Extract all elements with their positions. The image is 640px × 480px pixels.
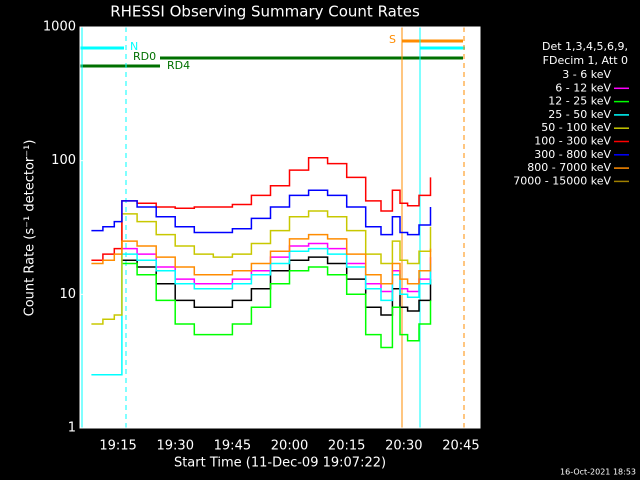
legend-label: 6 - 12 keV: [555, 81, 611, 94]
annotation: RD4: [167, 59, 190, 72]
annotation: S: [389, 33, 396, 46]
annotation: N: [130, 40, 138, 53]
legend-header: FDecim 1, Att 0: [543, 54, 628, 67]
legend-label: 3 - 6 keV: [562, 68, 611, 81]
x-tick-label: 20:30: [385, 439, 422, 454]
series-line: [121, 256, 432, 316]
x-tick-label: 20:15: [328, 439, 365, 454]
legend-label: 100 - 300 keV: [534, 135, 611, 148]
legend-header: Det 1,3,4,5,6,9,: [542, 40, 628, 53]
x-tick-label: 20:00: [271, 439, 308, 454]
x-tick-label: 20:45: [442, 439, 479, 454]
series-line: [91, 210, 432, 325]
plot-frame: [79, 26, 481, 429]
y-tick-label: 100: [51, 153, 76, 168]
x-tick-label: 19:30: [157, 439, 194, 454]
y-tick-label: 10: [59, 287, 76, 302]
state-bars: [80, 27, 465, 428]
y-tick-label: 1000: [43, 20, 76, 35]
legend-label: 7000 - 15000 keV: [513, 174, 611, 187]
x-tick-label: 19:45: [214, 439, 251, 454]
legend-label: 300 - 800 keV: [534, 148, 611, 161]
series-line: [91, 189, 432, 236]
y-tick-label: 1: [68, 421, 76, 436]
legend-label: 25 - 50 keV: [548, 108, 611, 121]
y-axis-label: Count Rate (s⁻¹ detector⁻¹): [23, 140, 38, 317]
series-line: [91, 233, 432, 285]
legend-label: 800 - 7000 keV: [527, 161, 611, 174]
chart-title: RHESSI Observing Summary Count Rates: [110, 3, 420, 21]
legend-label: 50 - 100 keV: [541, 121, 611, 134]
plot-area: [80, 27, 480, 428]
legend-label: 12 - 25 keV: [548, 95, 611, 108]
annotation: RD0: [133, 50, 156, 63]
x-axis-label: Start Time (11-Dec-09 19:07:22): [174, 456, 386, 471]
footer: 16-Oct-2021 18:53: [560, 468, 636, 477]
x-tick-label: 19:15: [99, 439, 136, 454]
series-line: [121, 262, 432, 349]
